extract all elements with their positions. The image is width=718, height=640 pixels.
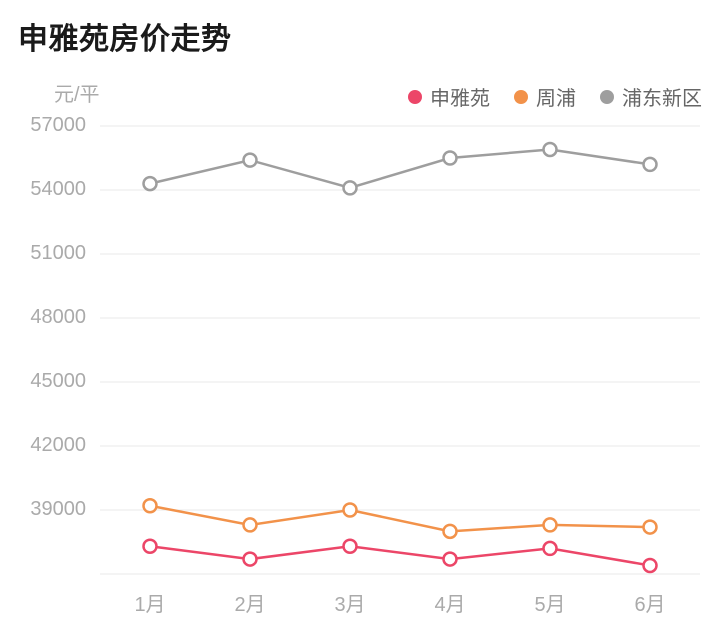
data-point-marker <box>144 499 157 512</box>
chart-area: 元/平 申雅苑 周浦 浦东新区 57000 54000 51000 48000 … <box>0 58 718 638</box>
chart-plot <box>0 58 718 594</box>
series-line <box>150 546 650 565</box>
data-point-marker <box>344 181 357 194</box>
series-line <box>150 149 650 187</box>
data-point-marker <box>544 518 557 531</box>
data-point-marker <box>644 521 657 534</box>
data-point-marker <box>444 525 457 538</box>
data-point-marker <box>244 154 257 167</box>
data-point-marker <box>644 158 657 171</box>
data-point-marker <box>144 540 157 553</box>
data-point-marker <box>344 540 357 553</box>
data-point-marker <box>444 553 457 566</box>
data-point-marker <box>244 518 257 531</box>
data-point-marker <box>144 177 157 190</box>
chart-title: 申雅苑房价走势 <box>0 0 718 58</box>
data-point-marker <box>644 559 657 572</box>
data-point-marker <box>544 542 557 555</box>
data-point-marker <box>244 553 257 566</box>
data-point-marker <box>344 504 357 517</box>
data-point-marker <box>544 143 557 156</box>
data-point-marker <box>444 152 457 165</box>
